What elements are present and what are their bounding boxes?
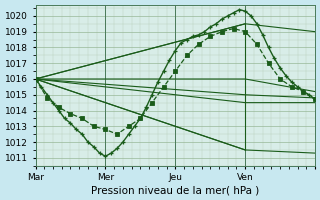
X-axis label: Pression niveau de la mer( hPa ): Pression niveau de la mer( hPa ) <box>91 185 260 195</box>
